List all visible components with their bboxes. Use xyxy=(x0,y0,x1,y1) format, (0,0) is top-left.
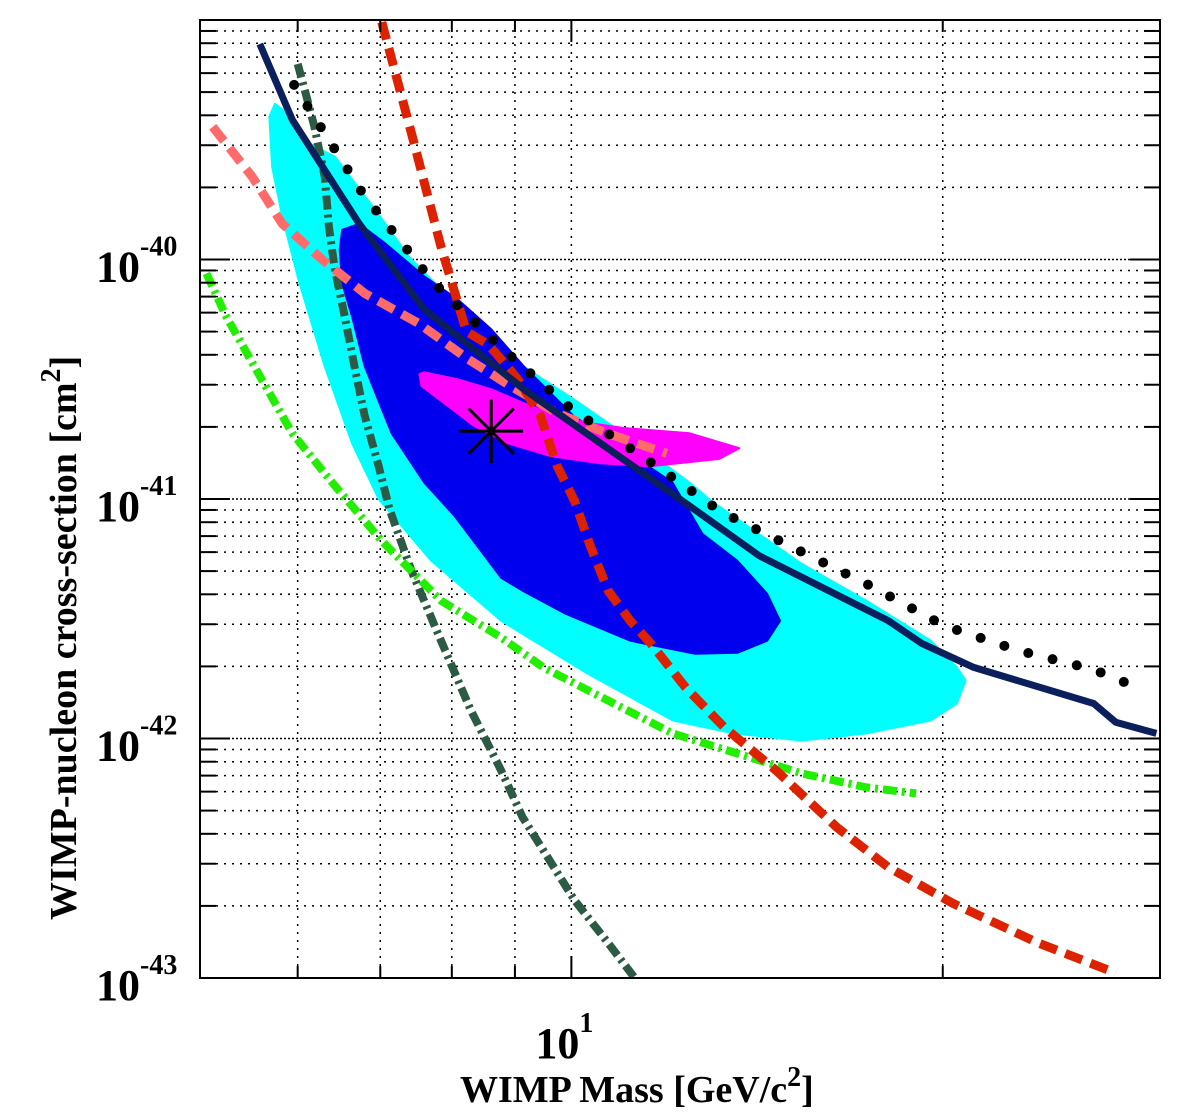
asterisk-marker-stroke xyxy=(467,407,515,455)
region-magenta xyxy=(418,371,741,468)
x-tick-labels: 101 xyxy=(535,1008,593,1068)
series-line-solid xyxy=(256,42,1158,737)
y-tick-label: 10-40 xyxy=(96,232,177,292)
series-line-dashdot xyxy=(293,62,638,978)
x-axis-label: WIMP Mass [GeV/c2] xyxy=(460,1062,814,1111)
series-line-dashed xyxy=(209,124,669,458)
x-tick-label: 101 xyxy=(535,1008,593,1068)
series-line-dashed xyxy=(377,20,1118,978)
y-tick-label: 10-43 xyxy=(96,950,177,1010)
best-fit-marker xyxy=(459,399,524,464)
y-axis-label: WIMP-nucleon cross-section [cm2] xyxy=(36,356,85,920)
y-tick-label: 10-41 xyxy=(96,471,177,531)
y-tick-label: 10-42 xyxy=(96,711,177,771)
regions xyxy=(268,102,967,742)
y-tick-labels: 10-40 10-41 10-42 10-43 xyxy=(96,232,177,1011)
region-cyan xyxy=(268,102,967,742)
series xyxy=(202,20,1158,978)
ticks xyxy=(199,20,1161,979)
series-line-dashdot xyxy=(202,271,917,798)
